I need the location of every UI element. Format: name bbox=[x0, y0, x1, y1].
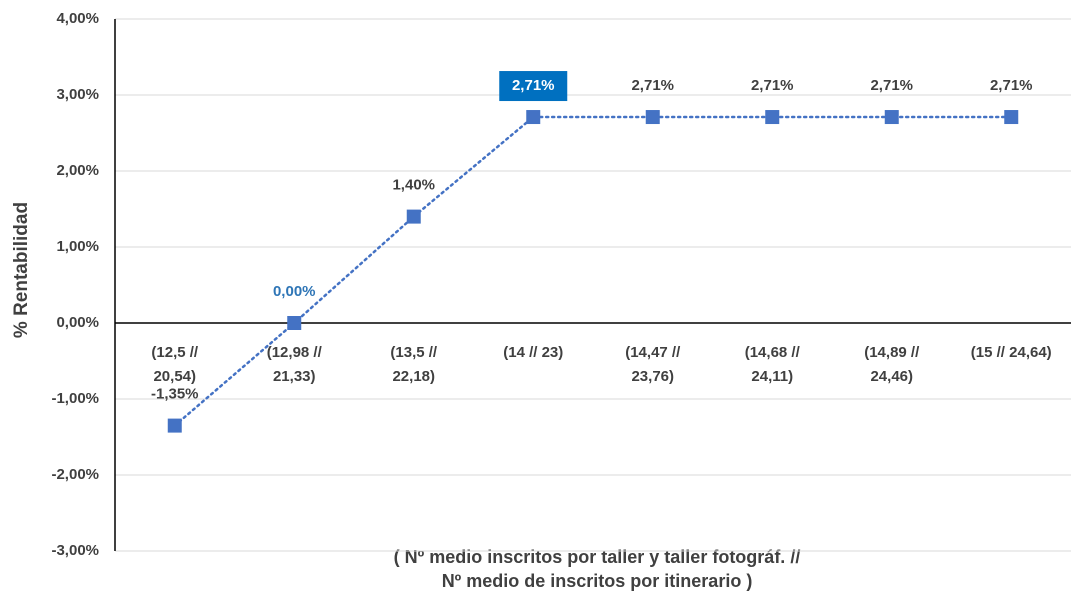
x-tick-label: (12,5 //20,54) bbox=[151, 344, 199, 385]
y-tick-label: 3,00% bbox=[56, 86, 99, 103]
data-label: 2,71% bbox=[870, 77, 913, 94]
y-tick-label: -1,00% bbox=[51, 390, 99, 407]
x-tick-label: (14,89 //24,46) bbox=[864, 344, 920, 385]
y-tick-label: 4,00% bbox=[56, 10, 99, 27]
y-tick-label: -3,00% bbox=[51, 542, 99, 559]
marker bbox=[406, 209, 421, 224]
line bbox=[173, 115, 1013, 427]
x-tick-label: (14,68 //24,11) bbox=[745, 344, 801, 385]
y-tick-label: -2,00% bbox=[51, 466, 99, 483]
data-label: 2,71% bbox=[512, 77, 555, 94]
data-label: 1,40% bbox=[392, 177, 435, 194]
y-tick-label: 1,00% bbox=[56, 238, 99, 255]
marker bbox=[765, 110, 780, 125]
y-axis-title: % Rentabilidad bbox=[11, 202, 32, 338]
marker bbox=[167, 418, 182, 433]
marker bbox=[884, 110, 899, 125]
x-tick-label: (14 // 23) bbox=[503, 344, 563, 361]
x-tick-label: (13,5 //22,18) bbox=[390, 344, 438, 385]
data-label: -1,35% bbox=[151, 386, 199, 403]
data-label: 0,00% bbox=[273, 283, 316, 300]
x-axis-title: ( Nº medio inscritos por taller y taller… bbox=[394, 547, 801, 567]
x-tick-label: (14,47 //23,76) bbox=[625, 344, 681, 385]
x-tick-label: (15 // 24,64) bbox=[971, 344, 1052, 361]
data-label: 2,71% bbox=[631, 77, 674, 94]
marker bbox=[1004, 110, 1019, 125]
label-box bbox=[499, 71, 568, 102]
y-tick-label: 2,00% bbox=[56, 162, 99, 179]
marker bbox=[287, 316, 302, 330]
x-tick-label: (12,98 //21,33) bbox=[267, 344, 323, 385]
x-axis-title: Nº medio de inscritos por itinerario ) bbox=[442, 571, 753, 591]
data-label: 2,71% bbox=[990, 77, 1033, 94]
y-tick-label: 0,00% bbox=[56, 314, 99, 331]
data-label: 2,71% bbox=[751, 77, 794, 94]
marker bbox=[645, 110, 660, 125]
marker bbox=[526, 110, 541, 125]
